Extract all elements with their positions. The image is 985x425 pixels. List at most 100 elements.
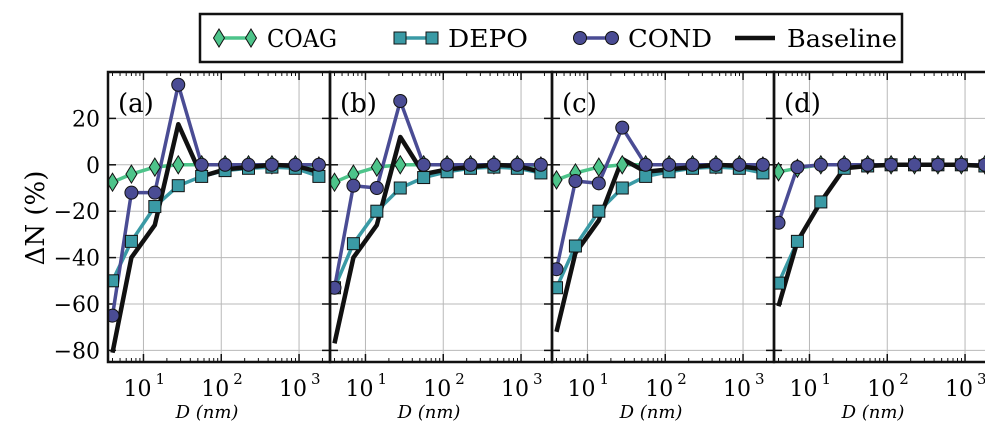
x-axis-label: D (nm): [175, 402, 239, 423]
x-axis-label: D (nm): [841, 402, 905, 423]
data-point-cond: [708, 157, 723, 172]
legend-marker-cond: [605, 31, 619, 45]
data-point-depo: [417, 171, 431, 185]
x-tick-label: 10: [567, 377, 595, 402]
legend-marker-coag: [212, 28, 226, 48]
data-point-cond: [533, 157, 548, 172]
series-line-depo: [332, 165, 542, 289]
data-point-cond: [755, 157, 770, 172]
x-tick-exponent: 3: [755, 370, 765, 388]
data-point-cond: [264, 157, 279, 172]
data-point-cond: [311, 157, 326, 172]
data-point-cond: [954, 157, 969, 172]
ticks: [552, 72, 774, 362]
data-point-depo: [592, 204, 606, 218]
data-point-depo: [171, 179, 185, 193]
panel-label: (c): [562, 89, 597, 119]
x-tick-exponent: 1: [821, 370, 831, 388]
x-tick-label: 10: [201, 377, 229, 402]
data-point-cond: [860, 157, 875, 172]
data-point-coag: [172, 154, 185, 175]
legend-marker-depo: [393, 31, 407, 45]
data-point-cond: [330, 280, 342, 295]
data-point-cond: [685, 157, 700, 172]
grid: [330, 72, 552, 362]
x-tick-exponent: 1: [377, 370, 387, 388]
data-point-coag: [616, 154, 629, 175]
legend-box: [198, 12, 904, 64]
data-point-cond: [440, 157, 455, 172]
data-point-cond: [241, 157, 256, 172]
data-point-depo: [312, 169, 326, 183]
panel-label: (a): [118, 89, 154, 119]
data-point-cond: [813, 157, 828, 172]
data-point-coag: [592, 157, 605, 178]
x-tick-exponent: 3: [311, 370, 321, 388]
legend: COAG DEPO COND Baseline: [198, 12, 904, 64]
data-point-cond: [369, 181, 384, 195]
data-point-depo: [774, 276, 786, 290]
legend-marker-cond: [573, 31, 587, 45]
y-tick-label: −80: [54, 339, 100, 364]
x-tick-label: 10: [423, 377, 451, 402]
x-tick-label: 10: [645, 377, 673, 402]
y-tick-label: −40: [54, 247, 100, 272]
y-tick-label: −60: [54, 293, 100, 318]
data-point-cond: [393, 94, 408, 108]
panel-d: (d)10 1 10 2 10 3D (nm): [772, 70, 985, 423]
x-tick-exponent: 1: [155, 370, 165, 388]
data-point-depo: [552, 281, 564, 295]
legend-marker-depo: [425, 31, 439, 45]
x-tick-exponent: 3: [977, 370, 985, 388]
series: [552, 120, 770, 333]
data-point-depo: [108, 274, 120, 288]
panel-a: (a)10 1 10 2 10 3D (nm)200−20−40−60−80: [54, 70, 332, 423]
series-line-depo: [554, 165, 764, 289]
data-point-cond: [108, 308, 120, 323]
data-point-depo: [393, 181, 407, 195]
x-tick-label: 10: [945, 377, 973, 402]
x-tick-label: 10: [789, 377, 817, 402]
series: [108, 77, 326, 354]
data-point-cond: [486, 157, 501, 172]
data-point-cond: [615, 120, 630, 135]
legend-label-depo: DEPO: [448, 25, 528, 53]
data-point-cond: [463, 157, 478, 172]
data-point-cond: [124, 185, 139, 200]
x-tick-exponent: 2: [677, 370, 687, 388]
legend-label-baseline: Baseline: [787, 25, 897, 53]
data-point-depo: [195, 169, 209, 183]
data-point-coag: [370, 157, 383, 178]
data-point-coag: [125, 164, 138, 185]
y-tick-label: −20: [54, 200, 100, 225]
data-point-cond: [568, 174, 583, 189]
series-line-baseline: [110, 121, 320, 354]
data-point-cond: [171, 77, 186, 92]
data-point-cond: [732, 157, 747, 172]
series-line-baseline: [776, 162, 985, 307]
series-line-baseline: [554, 156, 764, 333]
legend-label-coag: COAG: [267, 25, 337, 53]
data-point-coag: [394, 154, 407, 175]
x-axis-label: D (nm): [397, 402, 461, 423]
x-tick-label: 10: [345, 377, 373, 402]
data-point-depo: [124, 234, 138, 248]
data-point-cond: [907, 157, 922, 172]
series: [774, 154, 985, 307]
data-point-cond: [591, 176, 606, 191]
x-tick-exponent: 2: [899, 370, 909, 388]
data-point-depo: [790, 234, 804, 248]
y-tick-label: 0: [86, 154, 100, 179]
legend-marker-coag: [244, 28, 258, 48]
data-point-depo: [370, 204, 384, 218]
x-tick-label: 10: [123, 377, 151, 402]
x-tick-exponent: 3: [533, 370, 543, 388]
panel-label: (d): [784, 89, 821, 119]
x-tick-label: 10: [723, 377, 751, 402]
data-point-depo: [346, 237, 360, 251]
data-point-cond: [288, 157, 303, 172]
data-point-cond: [837, 157, 852, 172]
data-point-cond: [884, 157, 899, 172]
data-point-depo: [615, 181, 629, 195]
